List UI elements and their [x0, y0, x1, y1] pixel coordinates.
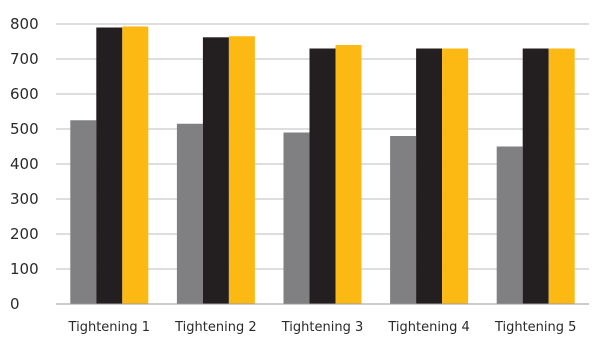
- y-tick-label: 200: [10, 225, 39, 243]
- y-tick-label: 400: [10, 155, 39, 173]
- bar-series-2-3: [309, 48, 336, 304]
- bar-series-2-4: [416, 48, 443, 304]
- bar-series-2-2: [202, 37, 229, 305]
- bars: [70, 26, 575, 305]
- y-tick-label: 800: [10, 15, 39, 33]
- bar-series-3-4: [442, 48, 469, 304]
- bar-series-2-1: [96, 27, 123, 304]
- bar-series-1-2: [176, 123, 203, 304]
- x-tick-label: Tightening 5: [494, 320, 577, 335]
- bar-series-2-5: [522, 48, 549, 304]
- bar-series-1-4: [390, 136, 417, 304]
- bar-series-1-3: [283, 132, 310, 304]
- y-tick-label: 0: [10, 295, 20, 313]
- bar-series-1-5: [496, 146, 523, 304]
- y-tick-label: 500: [10, 120, 39, 138]
- bar-series-1-1: [70, 120, 97, 304]
- x-tick-label: Tightening 3: [281, 320, 364, 335]
- bar-series-3-5: [548, 48, 575, 304]
- labels: 0 100 200 300 400 500 600 700 800 Tightening 1 Tig…: [10, 15, 576, 335]
- x-tick-label: Tightening 1: [68, 320, 151, 335]
- x-tick-label: Tightening 4: [387, 320, 470, 335]
- x-tick-label: Tightening 2: [174, 320, 257, 335]
- y-tick-label: 100: [10, 260, 39, 278]
- y-tick-label: 600: [10, 85, 39, 103]
- bar-series-3-2: [228, 36, 255, 304]
- bar-series-3-3: [335, 45, 362, 304]
- y-tick-label: 700: [10, 50, 39, 68]
- bar-series-3-1: [122, 26, 149, 304]
- y-tick-label: 300: [10, 190, 39, 208]
